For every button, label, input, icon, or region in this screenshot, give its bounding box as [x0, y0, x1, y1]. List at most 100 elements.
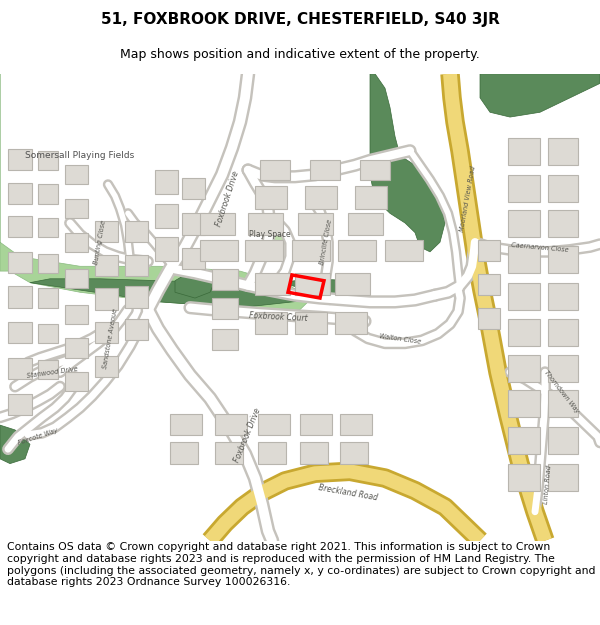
Polygon shape: [38, 359, 58, 379]
Polygon shape: [508, 355, 540, 382]
Polygon shape: [340, 414, 372, 435]
Polygon shape: [38, 324, 58, 343]
Polygon shape: [8, 322, 32, 343]
Polygon shape: [8, 252, 32, 273]
Polygon shape: [200, 240, 238, 261]
Polygon shape: [310, 161, 340, 179]
Polygon shape: [65, 372, 88, 391]
Polygon shape: [8, 182, 32, 204]
Polygon shape: [300, 442, 328, 464]
Text: Foxbrook Drive: Foxbrook Drive: [215, 170, 241, 227]
Polygon shape: [295, 273, 330, 295]
Polygon shape: [182, 213, 205, 234]
Polygon shape: [548, 391, 578, 418]
Polygon shape: [340, 442, 368, 464]
Polygon shape: [548, 246, 578, 273]
Polygon shape: [38, 218, 58, 238]
Polygon shape: [298, 213, 333, 234]
Polygon shape: [215, 442, 243, 464]
Text: Thorndown Way: Thorndown Way: [544, 369, 581, 414]
Polygon shape: [478, 308, 500, 329]
Polygon shape: [65, 269, 88, 288]
Polygon shape: [385, 240, 423, 261]
Polygon shape: [95, 221, 118, 243]
Polygon shape: [508, 138, 540, 165]
Polygon shape: [508, 282, 540, 309]
Text: Brinclife Close: Brinclife Close: [319, 219, 333, 266]
Polygon shape: [370, 74, 445, 252]
Polygon shape: [38, 254, 58, 273]
Text: Foxcote Way: Foxcote Way: [17, 428, 59, 446]
Text: Stanwood Drive: Stanwood Drive: [26, 366, 78, 379]
Polygon shape: [480, 74, 600, 117]
Polygon shape: [258, 442, 286, 464]
Polygon shape: [155, 170, 178, 194]
Text: Contains OS data © Crown copyright and database right 2021. This information is : Contains OS data © Crown copyright and d…: [7, 542, 596, 587]
Polygon shape: [508, 427, 540, 454]
Polygon shape: [38, 184, 58, 204]
Text: Linton Road: Linton Road: [544, 465, 553, 504]
Polygon shape: [548, 282, 578, 309]
Polygon shape: [280, 279, 370, 302]
Polygon shape: [65, 339, 88, 357]
Polygon shape: [212, 298, 238, 319]
Polygon shape: [95, 288, 118, 309]
Polygon shape: [8, 286, 32, 308]
Polygon shape: [38, 151, 58, 170]
Polygon shape: [548, 319, 578, 346]
Polygon shape: [95, 322, 118, 343]
Text: Walton Close: Walton Close: [379, 332, 421, 344]
Polygon shape: [38, 288, 58, 308]
Polygon shape: [335, 273, 370, 295]
Polygon shape: [548, 175, 578, 202]
Polygon shape: [548, 464, 578, 491]
Polygon shape: [200, 213, 235, 234]
Polygon shape: [548, 427, 578, 454]
Polygon shape: [548, 138, 578, 165]
Polygon shape: [508, 175, 540, 202]
Polygon shape: [478, 274, 500, 295]
Polygon shape: [0, 425, 30, 464]
Polygon shape: [305, 186, 337, 209]
Polygon shape: [125, 255, 148, 276]
Polygon shape: [125, 221, 148, 243]
Text: Foxbrook Court: Foxbrook Court: [248, 311, 307, 323]
Polygon shape: [170, 442, 198, 464]
Polygon shape: [255, 273, 290, 295]
Text: 51, FOXBROOK DRIVE, CHESTERFIELD, S40 3JR: 51, FOXBROOK DRIVE, CHESTERFIELD, S40 3J…: [101, 12, 499, 28]
Polygon shape: [508, 391, 540, 418]
Polygon shape: [155, 238, 178, 261]
Polygon shape: [212, 329, 238, 350]
Polygon shape: [335, 311, 367, 334]
Polygon shape: [248, 213, 283, 234]
Polygon shape: [182, 248, 205, 269]
Text: Map shows position and indicative extent of the property.: Map shows position and indicative extent…: [120, 48, 480, 61]
Text: Foxbrook Drive: Foxbrook Drive: [233, 406, 263, 463]
Polygon shape: [300, 414, 332, 435]
Text: Play Space: Play Space: [249, 230, 291, 239]
Text: Somersall Playing Fields: Somersall Playing Fields: [25, 151, 134, 160]
Polygon shape: [258, 414, 290, 435]
Polygon shape: [508, 211, 540, 238]
Polygon shape: [182, 177, 205, 199]
Text: Caernarvon Close: Caernarvon Close: [511, 241, 569, 252]
Polygon shape: [65, 305, 88, 324]
Polygon shape: [355, 186, 387, 209]
Polygon shape: [170, 414, 202, 435]
Polygon shape: [8, 357, 32, 379]
Polygon shape: [548, 355, 578, 382]
Polygon shape: [548, 211, 578, 238]
Polygon shape: [125, 319, 148, 341]
Text: Sandstone Avenue: Sandstone Avenue: [102, 308, 118, 369]
Polygon shape: [255, 311, 287, 334]
Polygon shape: [212, 269, 238, 291]
Polygon shape: [508, 319, 540, 346]
Polygon shape: [215, 414, 247, 435]
Polygon shape: [65, 199, 88, 218]
Polygon shape: [260, 161, 290, 179]
Polygon shape: [175, 273, 215, 298]
Polygon shape: [360, 161, 390, 179]
Polygon shape: [255, 186, 287, 209]
Polygon shape: [8, 149, 32, 170]
Polygon shape: [295, 311, 327, 334]
